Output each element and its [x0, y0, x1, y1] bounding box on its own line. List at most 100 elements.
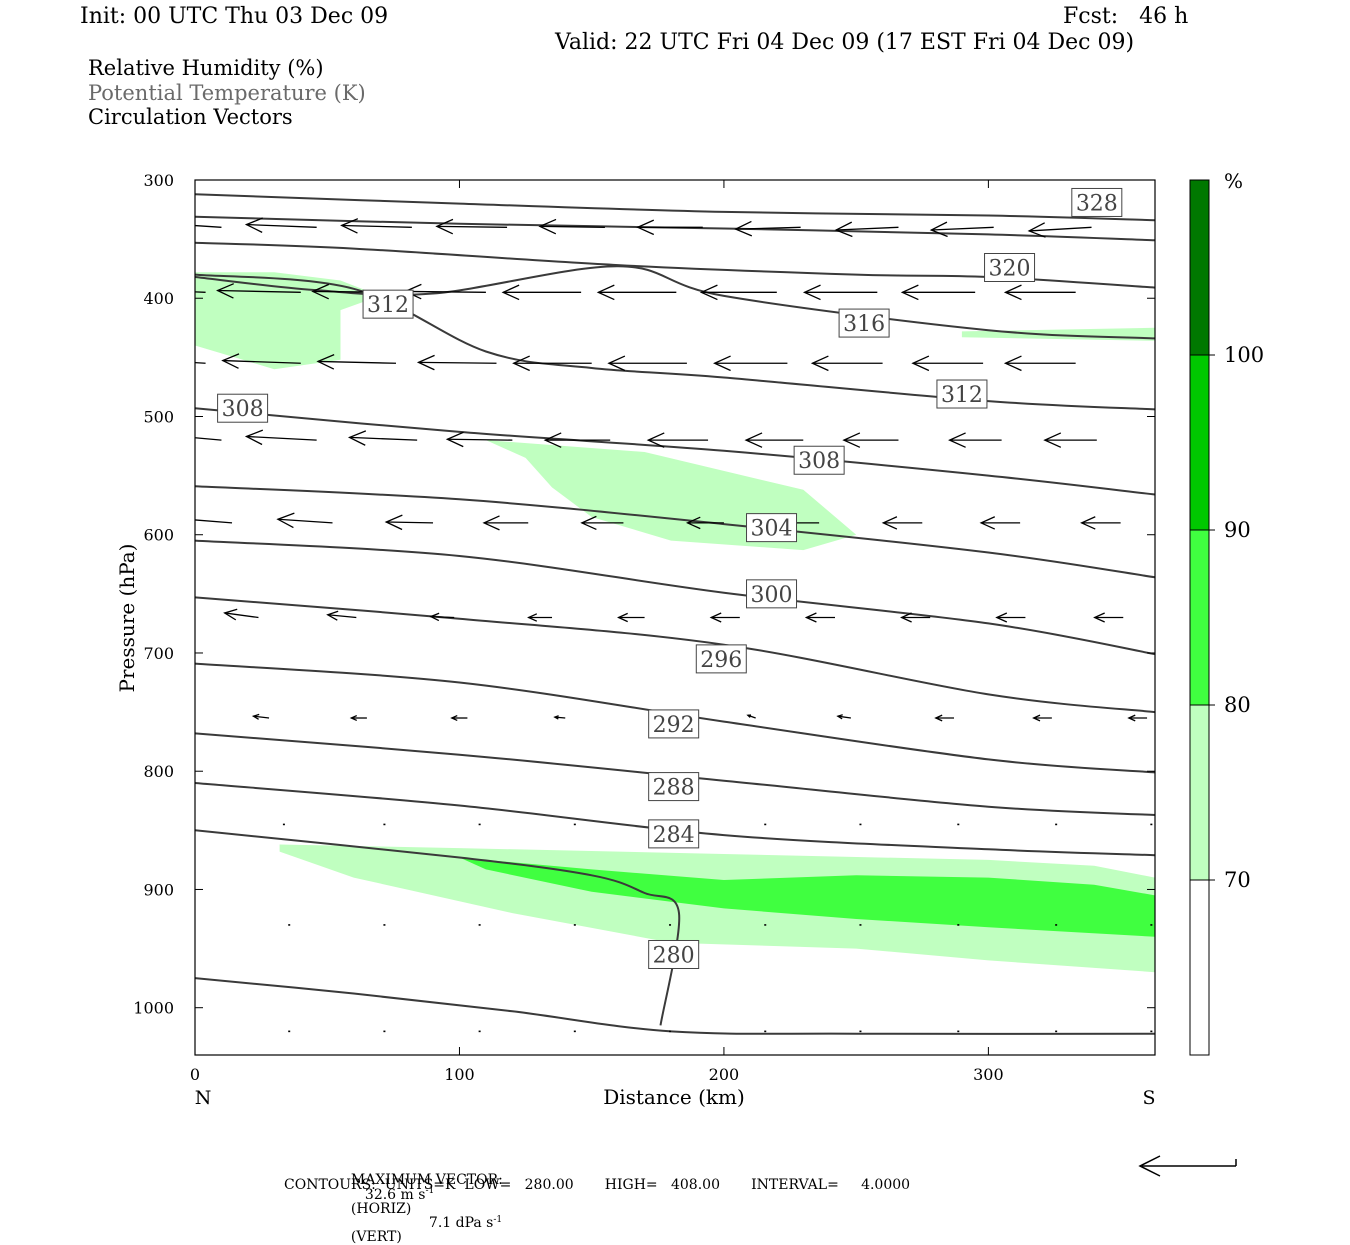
- wind-vector: [316, 354, 397, 370]
- wind-vector: [995, 612, 1026, 623]
- wind-vector: [1003, 284, 1076, 301]
- colorbar-tick-label: 70: [1224, 868, 1251, 892]
- horiz-exponent: -1: [425, 1186, 435, 1196]
- x-axis-label: Distance (km): [603, 1085, 745, 1109]
- wind-vector: [501, 284, 582, 301]
- wind-vector: [445, 431, 513, 448]
- wind-vector: [900, 612, 931, 623]
- contour-label-320: 320: [984, 253, 1036, 282]
- y-tick-label: 700: [143, 644, 174, 663]
- colorbar-segment: [1189, 179, 1210, 356]
- svg-text:288: 288: [653, 776, 695, 801]
- wind-vector: [340, 218, 412, 234]
- colorbar: 70 80 90 100%: [1189, 169, 1264, 1056]
- y-axis-label: Pressure (hPa): [115, 544, 139, 693]
- colorbar-segment: [1189, 354, 1210, 531]
- colorbar-unit: %: [1224, 169, 1243, 193]
- wind-vector: [979, 516, 1021, 530]
- wind-vector: [195, 437, 222, 441]
- wind-vector: [244, 217, 317, 233]
- theta-contour-328: [195, 193, 1155, 222]
- wind-vector: [527, 613, 553, 622]
- svg-text:320: 320: [989, 257, 1031, 282]
- colorbar-tick-label: 100: [1224, 343, 1264, 367]
- contour-label-280: 280: [648, 939, 700, 969]
- contour-label-296: 296: [695, 644, 747, 674]
- svg-text:280: 280: [653, 943, 695, 968]
- svg-text:308: 308: [222, 397, 264, 422]
- theta-contour-280: [195, 829, 681, 1026]
- wind-vector: [580, 515, 624, 531]
- wind-vector: [1093, 612, 1124, 623]
- y-tick-label: 900: [143, 880, 174, 899]
- wind-vector: [223, 608, 259, 621]
- wind-vector: [553, 715, 566, 720]
- colorbar-tick-label: 90: [1224, 518, 1251, 542]
- wind-vector: [450, 714, 468, 722]
- colorbar-segment: [1189, 529, 1210, 706]
- contour-label-304: 304: [746, 513, 798, 543]
- wind-vector: [842, 432, 899, 448]
- wind-vector: [195, 224, 222, 228]
- wind-vector: [221, 353, 301, 369]
- axes: 300 400 500 600 700 800 900 1000 0 100 200 300 N S Dis…: [115, 171, 1156, 1109]
- svg-text:296: 296: [700, 648, 742, 673]
- wind-vector: [911, 355, 984, 372]
- init-time: Init: 00 UTC Thu 03 Dec 09: [80, 4, 389, 29]
- x-end-label-right: S: [1142, 1087, 1155, 1109]
- rh-region-70: [195, 272, 381, 370]
- max-vector-horiz: 32.6 m s: [364, 1186, 426, 1203]
- wind-vector: [699, 284, 777, 301]
- x-tick-label: 200: [709, 1065, 740, 1084]
- wind-vector: [744, 432, 804, 448]
- x-end-label-left: N: [195, 1087, 212, 1109]
- wind-vector: [804, 612, 835, 623]
- wind-vector: [596, 284, 677, 301]
- colorbar-segment: [1189, 879, 1210, 1056]
- valid-time: Valid: 22 UTC Fri 04 Dec 09 (17 EST Fri …: [555, 30, 1135, 55]
- wind-vector: [929, 221, 994, 238]
- theta-contour-288: [195, 732, 1155, 816]
- wind-vector: [349, 714, 367, 722]
- theta-contour-308: [195, 407, 1155, 496]
- contour-label-312: 312: [362, 289, 414, 319]
- wind-vector: [384, 514, 434, 531]
- wind-vector: [713, 355, 788, 372]
- theta-contour-292: [195, 662, 1155, 774]
- wind-vector: [429, 612, 455, 622]
- svg-text:312: 312: [941, 383, 983, 408]
- wind-vector: [802, 284, 878, 301]
- contour-label-284: 284: [648, 819, 700, 849]
- forecast-hour: Fcst: 46 h: [1063, 4, 1189, 29]
- x-tick-label: 300: [973, 1065, 1004, 1084]
- wind-vector: [276, 512, 333, 529]
- svg-text:284: 284: [653, 823, 695, 848]
- wind-vector: [1027, 222, 1092, 238]
- contours-info: CONTOURS: UNITS=K LOW= 280.00 HIGH= 408.…: [284, 1177, 911, 1193]
- wind-vector: [617, 612, 645, 623]
- wind-vector: [538, 218, 605, 235]
- svg-text:304: 304: [751, 517, 793, 542]
- wind-vector: [1043, 432, 1097, 448]
- contour-label-328: 328: [1071, 187, 1123, 217]
- wind-vector: [251, 713, 270, 720]
- max-vector-vert-unit: (VERT): [350, 1229, 402, 1245]
- vert-exponent: -1: [493, 1214, 503, 1225]
- contour-label-316: 316: [838, 308, 890, 338]
- wind-vector: [881, 516, 923, 530]
- wind-vector: [646, 432, 709, 448]
- contour-label-308: 308: [793, 445, 845, 475]
- legend-circulation-vectors: Circulation Vectors: [88, 105, 293, 129]
- wind-vector: [543, 432, 611, 448]
- wind-vector: [1003, 355, 1076, 372]
- x-tick-label: 100: [444, 1065, 475, 1084]
- svg-text:308: 308: [798, 449, 840, 474]
- wind-vector: [1032, 714, 1052, 722]
- wind-vector: [403, 283, 486, 300]
- contour-label-292: 292: [648, 709, 700, 739]
- max-vector-label: MAXIMUM VECTOR:: [350, 1172, 503, 1188]
- rh-region-70: [279, 844, 1155, 973]
- wind-vector: [482, 515, 529, 531]
- wind-vector: [734, 220, 801, 237]
- wind-vector: [834, 221, 899, 238]
